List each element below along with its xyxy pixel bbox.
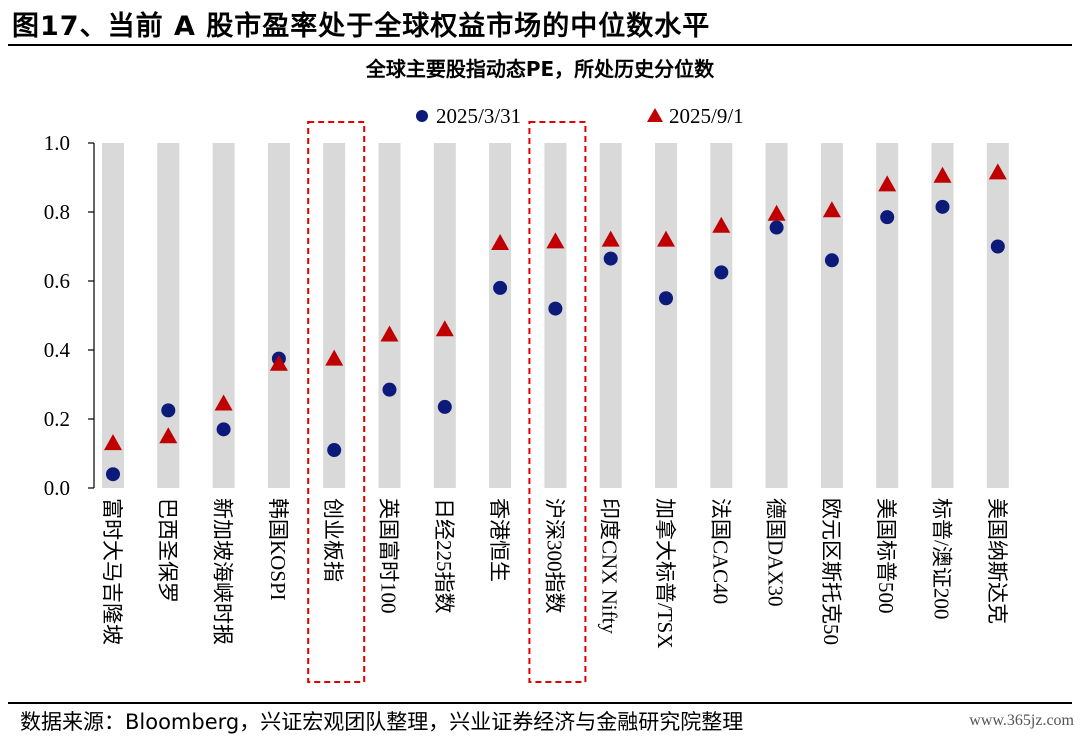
bottom-rule [8,702,1072,704]
point-circle [824,253,839,268]
point-triangle [380,325,399,342]
column-band [599,143,622,488]
category-label: 香港恒生 [487,498,511,582]
point-circle [327,443,342,458]
column-band [820,143,843,488]
category-label: 创业板指 [321,498,345,582]
category-labels: 富时大马吉隆坡 巴西圣保罗 新加坡海峡时报 韩国KOSPI 创业板指 英国富时100 日经2… [100,498,1009,649]
category-label: 美国纳斯达克 [985,498,1009,624]
y-tick-label: 0.0 [44,476,70,500]
column-band [157,143,180,488]
column-band [267,143,290,488]
point-triangle [269,354,288,371]
point-triangle [878,175,897,192]
category-label: 加拿大标普/TSX [653,498,677,649]
y-axis [88,142,95,489]
category-label: 富时大马吉隆坡 [100,498,124,645]
column-band [765,143,788,488]
top-rule [8,44,1072,46]
column-band [489,143,512,488]
point-circle [493,280,508,295]
point-circle [603,251,618,266]
legend-circle-icon [416,110,428,122]
point-triangle [933,166,952,183]
point-triangle [546,232,565,249]
point-circle [990,239,1005,254]
legend: 2025/3/31 2025/9/1 [416,104,744,128]
column-band [876,143,899,488]
y-tick-label: 0.6 [44,269,70,293]
highlight-box [307,121,366,683]
column-band [986,143,1009,488]
point-circle [382,382,397,397]
source-note: 数据来源：Bloomberg，兴证宏观团队整理，兴业证券经济与金融研究院整理 [20,710,744,734]
point-circle [659,291,673,306]
point-triangle [767,204,786,221]
point-circle [714,265,729,280]
column-band [378,143,401,488]
category-label: 欧元区斯托克50 [819,498,843,645]
category-label: 日经225指数 [432,498,456,614]
y-tick-label: 1.0 [44,131,70,155]
point-circle [106,467,120,482]
point-triangle [822,201,841,218]
data-marks [104,163,1007,482]
category-label: 美国标普500 [874,498,898,614]
y-tick-labels: 0.0 0.2 0.4 0.6 0.8 1.0 [44,131,71,500]
column-bands [102,143,1009,488]
point-circle [216,422,231,437]
column-band [323,143,346,488]
point-circle [880,210,895,225]
point-triangle [491,234,510,251]
point-triangle [104,434,122,451]
column-band [710,143,733,488]
point-triangle [988,163,1007,180]
legend-label: 2025/3/31 [436,104,521,128]
point-triangle [435,320,454,337]
column-band [102,143,124,488]
highlight-box [528,121,587,683]
y-tick-label: 0.8 [44,200,70,224]
point-triangle [214,394,233,411]
point-triangle [601,230,620,247]
category-label: 标普/澳证200 [930,498,954,619]
chart-title: 全球主要股指动态PE，所处历史分位数 [365,57,715,81]
figure-title: 图17、当前 A 股市盈率处于全球权益市场的中位数水平 [12,11,711,42]
category-label: 英国富时100 [377,498,401,614]
category-label: 法国CAC40 [708,498,732,604]
point-triangle [657,230,675,247]
column-band [433,143,456,488]
category-label: 巴西圣保罗 [155,498,179,603]
column-band [655,143,677,488]
y-tick-label: 0.2 [44,407,70,431]
point-triangle [325,349,344,366]
watermark: www.365jz.com [969,712,1074,729]
point-circle [437,399,452,414]
legend-triangle-icon [647,108,663,122]
pe-percentile-chart: 全球主要股指动态PE，所处历史分位数 0.0 0.2 0.4 0.6 0.8 1.0 富时… [44,57,1009,683]
point-circle [935,199,950,214]
highlight-boxes [307,121,587,683]
column-band [212,143,235,488]
point-triangle [712,216,731,233]
point-triangle [159,427,178,444]
column-band [931,143,954,488]
point-circle [548,301,563,316]
category-label: 印度CNX Nifty [598,498,622,634]
category-label: 新加坡海峡时报 [211,498,235,645]
point-circle [769,220,784,235]
category-label: 韩国KOSPI [266,498,290,601]
category-label: 德国DAX30 [764,498,788,607]
y-tick-label: 0.4 [44,338,71,362]
legend-label: 2025/9/1 [669,104,744,128]
point-circle [161,403,176,418]
category-label: 沪深300指数 [542,498,566,614]
